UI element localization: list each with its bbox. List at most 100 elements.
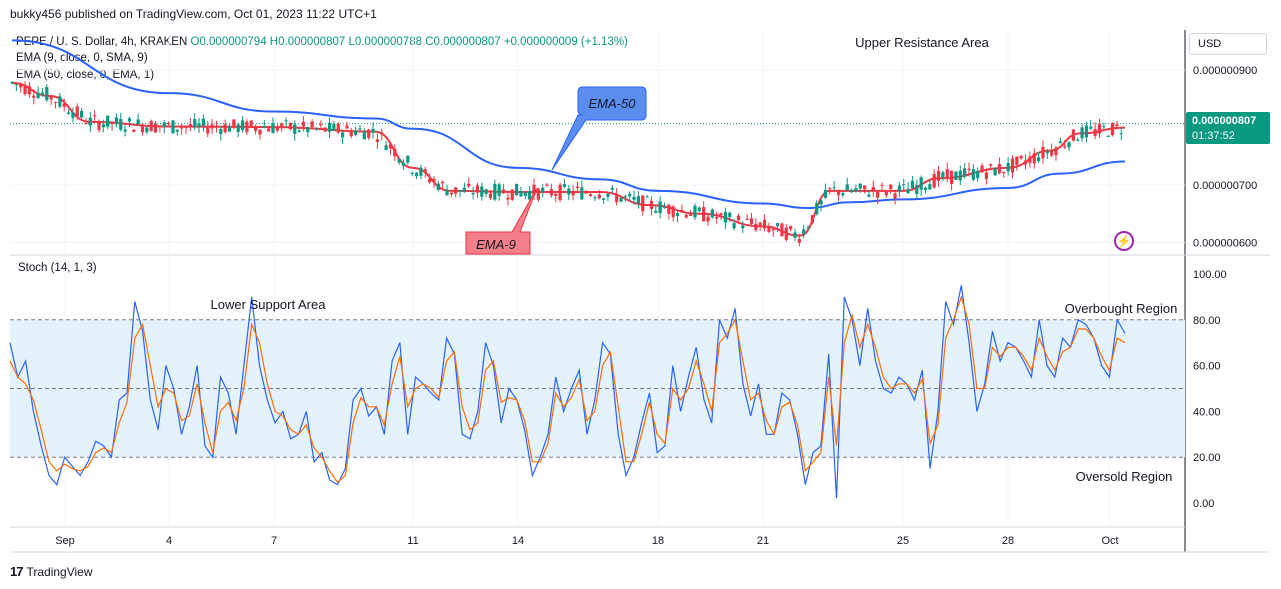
candle-body (893, 193, 897, 199)
candle-body (1119, 133, 1123, 135)
time-tick-label: 21 (757, 535, 769, 547)
candle-body (323, 127, 327, 132)
lower-support-label: Lower Support Area (211, 297, 327, 312)
candle-body (80, 111, 84, 118)
candle-body (619, 197, 623, 202)
candle-body (876, 191, 880, 198)
candle-body (771, 229, 775, 231)
candle-body (845, 184, 849, 191)
candle-body (662, 207, 667, 209)
time-tick-label: 18 (652, 535, 664, 547)
candle-body (136, 119, 140, 125)
candle-body (1010, 158, 1015, 173)
ema9-legend[interactable]: EMA (9, close, 0, SMA, 9) (16, 52, 148, 64)
candle-body (10, 81, 14, 83)
candle-body (180, 127, 184, 129)
time-tick-label: 7 (271, 535, 277, 547)
candle-body (867, 194, 871, 197)
candle-body (436, 183, 440, 190)
symbol-legend: PEPE / U. S. Dollar, 4h, KRAKEN O0.00000… (16, 36, 628, 48)
footer-brand[interactable]: TradingView (26, 564, 93, 579)
candle-body (993, 168, 997, 176)
candle-body (393, 148, 397, 157)
candle-body (602, 198, 606, 200)
candle-body (906, 188, 910, 194)
candle-body (910, 180, 915, 189)
candle-body (1106, 136, 1110, 138)
candle-body (380, 132, 384, 135)
candle-body (558, 184, 562, 200)
candle-body (941, 172, 945, 178)
candle-body (741, 225, 745, 229)
candle-body (658, 201, 662, 214)
candle-body (362, 131, 366, 140)
candle-body (27, 86, 31, 95)
candle-body (106, 115, 110, 127)
candle-body (832, 187, 836, 189)
candle-body (675, 212, 680, 217)
candle-body (1015, 156, 1019, 165)
stoch-k-line (9, 285, 1126, 499)
candle-body (367, 129, 371, 138)
candle-body (345, 125, 349, 129)
candle-body (236, 124, 240, 132)
candle-body (227, 126, 232, 132)
symbol-label[interactable]: PEPE / U. S. Dollar, 4h, KRAKEN (16, 36, 188, 48)
candle-body (776, 223, 780, 227)
candle-body (306, 127, 310, 133)
stoch-title[interactable]: Stoch (14, 1, 3) (18, 262, 97, 274)
candle-body (797, 239, 801, 243)
candle-body (871, 187, 875, 191)
currency-selector[interactable]: USD (1189, 33, 1267, 55)
candle-body (258, 129, 262, 135)
candle-body (810, 215, 814, 223)
candle-body (262, 126, 266, 128)
candle-body (284, 120, 288, 122)
candle-body (580, 187, 584, 200)
candle-body (950, 170, 954, 184)
stoch-tick-label: 100.00 (1193, 269, 1227, 281)
ema9-callout-box (465, 187, 538, 255)
candle-body (823, 189, 828, 198)
candle-body (84, 123, 88, 125)
candle-body (515, 183, 519, 196)
candle-body (1071, 129, 1075, 141)
candle-body (506, 197, 510, 200)
candle-body (419, 167, 423, 176)
candle-body (140, 125, 145, 133)
candle-body (1045, 151, 1049, 154)
candle-body (358, 128, 362, 130)
candle-body (641, 195, 645, 212)
candle-body (58, 96, 62, 107)
candle-body (1080, 127, 1084, 139)
candle-body (571, 190, 575, 196)
candle-body (245, 121, 249, 133)
candle-body (184, 126, 188, 128)
time-tick-label: 28 (1002, 535, 1014, 547)
candle-body (471, 193, 475, 195)
candle-body (928, 184, 932, 190)
candle-body (841, 193, 845, 196)
candle-body (897, 185, 901, 192)
candle-body (153, 123, 158, 133)
lightning-icon[interactable]: ⚡ (1114, 231, 1134, 251)
candle-body (510, 189, 514, 200)
candle-body (193, 119, 197, 128)
candle-body (1002, 171, 1006, 174)
candle-body (449, 192, 453, 195)
candle-body (36, 92, 40, 99)
candle-body (945, 169, 949, 179)
candle-body (989, 163, 993, 166)
candle-body (314, 127, 319, 129)
ema50-legend[interactable]: EMA (50, close, 0, EMA, 1) (16, 69, 155, 81)
candle-body (414, 172, 419, 177)
candle-body (1050, 149, 1054, 156)
candle-body (997, 163, 1002, 174)
candle-body (88, 117, 92, 126)
candle-body (388, 144, 393, 149)
candle-body (475, 185, 480, 193)
candle-body (162, 122, 166, 127)
candle-body (280, 123, 284, 128)
candle-countdown: 01:37:52 (1192, 130, 1235, 142)
